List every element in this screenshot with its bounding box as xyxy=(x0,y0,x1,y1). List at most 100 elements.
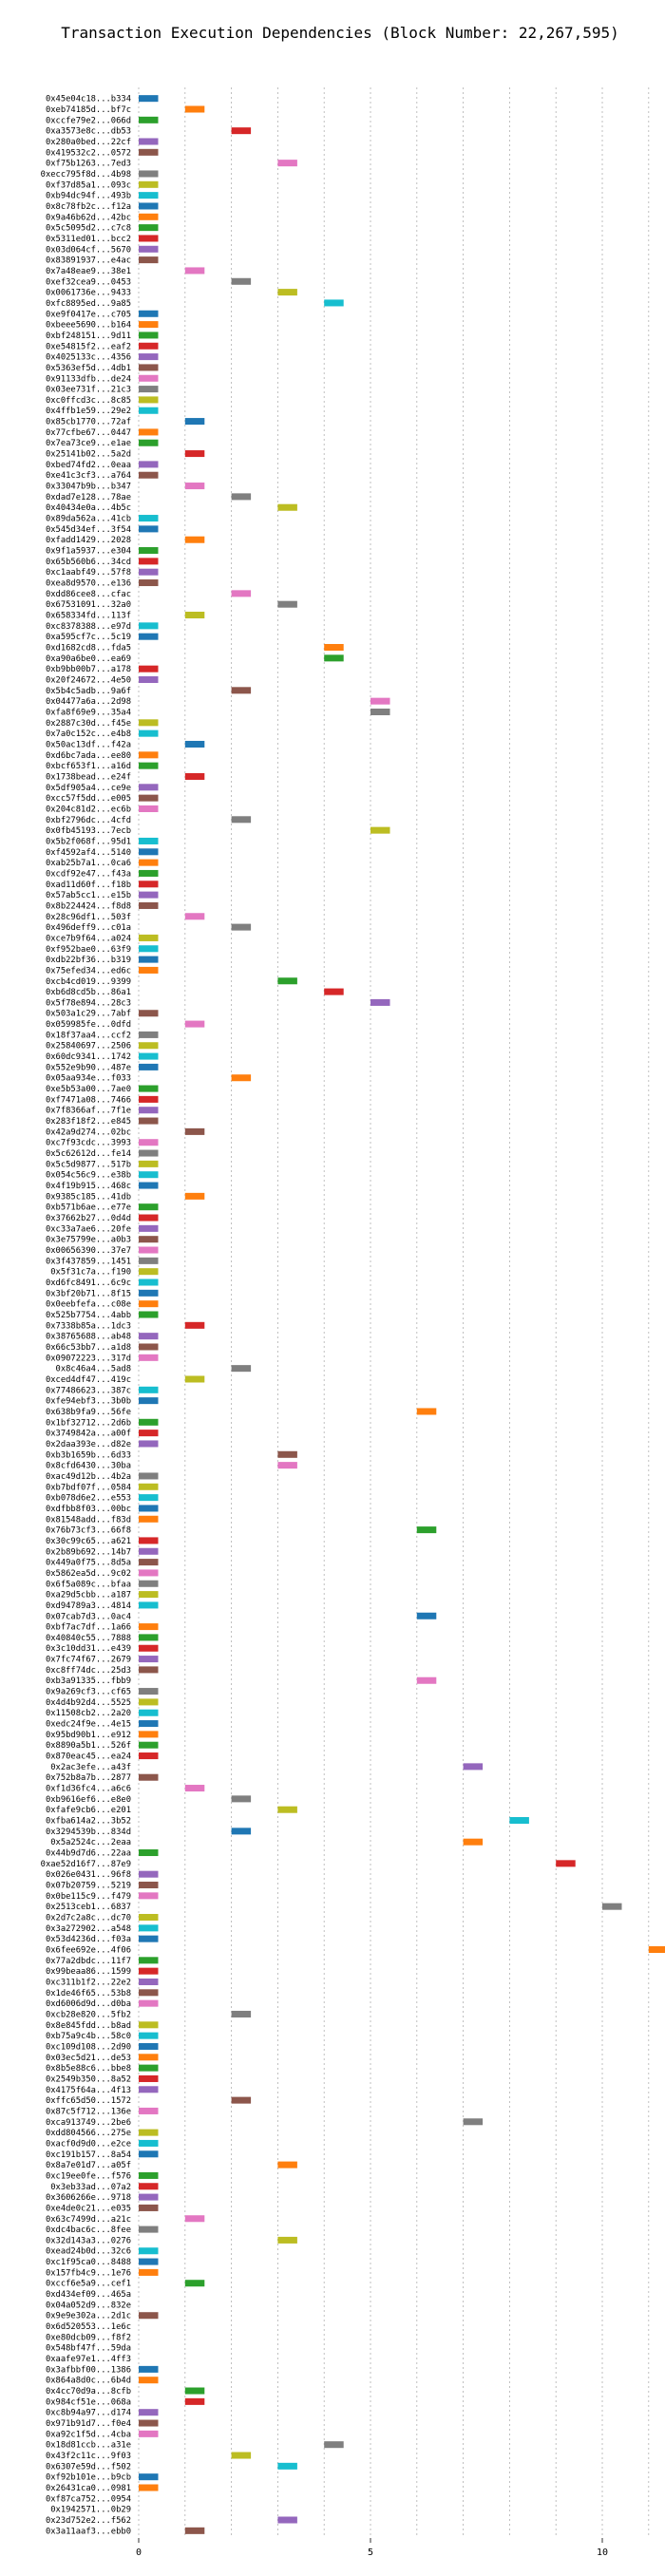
y-tick-label: 0xcc57f5dd...e005 xyxy=(46,794,131,804)
y-tick-label: 0x77a2dbdc...11f7 xyxy=(46,1957,131,1966)
tx-bar xyxy=(139,869,159,877)
tx-bar xyxy=(139,1989,159,1997)
tx-bar xyxy=(139,729,159,737)
y-tick-label: 0x5b4c5adb...9a6f xyxy=(46,687,131,696)
y-tick-label: 0x04477a6a...2d98 xyxy=(46,697,131,707)
y-tick-label: 0x7a0c152c...e4b8 xyxy=(46,729,131,739)
y-tick-label: 0xb94dc94f...493b xyxy=(46,192,131,201)
tx-bar xyxy=(139,2064,159,2072)
y-tick-label: 0x67531091...32a0 xyxy=(46,600,131,610)
tx-bar xyxy=(139,1999,159,2007)
tx-bar xyxy=(139,364,159,371)
tx-bar xyxy=(139,1913,159,1922)
y-tick-label: 0x6d520553...1e6c xyxy=(46,2322,131,2332)
tx-bar xyxy=(139,95,159,103)
tx-bar xyxy=(139,224,159,232)
y-tick-label: 0xffc65d50...1572 xyxy=(46,2096,131,2106)
tx-bar xyxy=(370,697,390,705)
y-tick-label: 0xe9f0417e...c705 xyxy=(46,310,131,319)
y-tick-label: 0x37662b27...0d4d xyxy=(46,1214,131,1223)
x-tick-label: 5 xyxy=(368,2548,373,2558)
tx-bar xyxy=(139,934,159,941)
tx-bar xyxy=(139,1085,159,1092)
y-tick-label: 0xac49d12b...4b2a xyxy=(46,1472,131,1482)
tx-bar xyxy=(139,665,159,672)
tx-bar xyxy=(139,1268,159,1276)
y-tick-label: 0x5b2f068f...95d1 xyxy=(46,837,131,846)
tx-bar xyxy=(231,2096,252,2104)
tx-bar xyxy=(139,622,159,630)
y-tick-label: 0x5311ed01...bcc2 xyxy=(46,235,131,244)
y-tick-label: 0x3afbbf00...1386 xyxy=(46,2365,131,2375)
tx-bar xyxy=(139,192,159,199)
y-tick-label: 0xca913749...2be6 xyxy=(46,2118,131,2128)
y-tick-label: 0x8b224424...f8d8 xyxy=(46,901,131,911)
y-tick-label: 0x5f31c7a...f190 xyxy=(50,1268,131,1278)
tx-bar xyxy=(324,988,344,995)
y-tick-label: 0x984cf51e...068a xyxy=(46,2397,131,2407)
y-tick-label: 0x85cb1770...72af xyxy=(46,418,131,427)
tx-bar xyxy=(139,1052,159,1060)
tx-bar xyxy=(139,1095,159,1103)
y-tick-label: 0x638b9fa9...56fe xyxy=(46,1408,131,1417)
y-tick-label: 0xd434ef09...465a xyxy=(46,2290,131,2300)
tx-bar xyxy=(139,2129,159,2136)
y-tick-label: 0x07b20759...5219 xyxy=(46,1882,131,1891)
tx-bar xyxy=(139,2312,159,2320)
x-tick-label: 10 xyxy=(597,2548,608,2558)
tx-bar xyxy=(231,277,252,285)
tx-bar xyxy=(184,418,205,426)
tx-bar xyxy=(139,547,159,555)
tx-bar xyxy=(139,966,159,974)
y-tick-label: 0xad11d60f...f18b xyxy=(46,881,131,890)
y-tick-label: 0xb571b6ae...e77e xyxy=(46,1203,131,1213)
tx-bar xyxy=(139,945,159,953)
tx-bar xyxy=(139,1720,159,1728)
tx-bar xyxy=(231,590,252,597)
tx-bar xyxy=(139,1397,159,1405)
y-tick-label: 0x2513ceb1...6837 xyxy=(46,1903,131,1912)
y-tick-label: 0xbf248151...9d11 xyxy=(46,331,131,341)
tx-bar xyxy=(324,654,344,662)
y-tick-label: 0xf4592af4...5140 xyxy=(46,848,131,858)
tx-bar xyxy=(139,2377,159,2384)
y-tick-label: 0x91133dfb...de24 xyxy=(46,374,131,384)
y-tick-label: 0xc0ffcd3c...8c85 xyxy=(46,396,131,406)
tx-bar xyxy=(184,450,205,458)
tx-bar xyxy=(370,998,390,1006)
y-tick-label: 0x25840697...2506 xyxy=(46,1042,131,1051)
tx-bar xyxy=(139,2021,159,2029)
tx-bar xyxy=(184,1127,205,1135)
tx-bar xyxy=(139,891,159,899)
y-tick-label: 0x280a0bed...22cf xyxy=(46,138,131,147)
y-tick-label: 0xfadd1429...2028 xyxy=(46,536,131,545)
tx-bar xyxy=(139,1892,159,1900)
y-tick-label: 0x8e845fdd...b8ad xyxy=(46,2021,131,2031)
tx-bar xyxy=(139,1430,159,1437)
y-tick-label: 0x75efed34...ed6c xyxy=(46,966,131,975)
tx-bar xyxy=(324,2441,344,2449)
y-tick-label: 0x99beaa86...1599 xyxy=(46,1967,131,1977)
tx-bar xyxy=(139,1709,159,1716)
tx-bar xyxy=(139,1386,159,1393)
y-tick-label: 0xd1682cd8...fda5 xyxy=(46,644,131,653)
y-tick-label: 0xa92c1f5d...4cba xyxy=(46,2430,131,2439)
y-tick-label: 0x5df905a4...ce9e xyxy=(46,784,131,793)
y-tick-label: 0xf87ca752...0954 xyxy=(46,2494,131,2504)
tx-bar xyxy=(139,310,159,317)
y-tick-label: 0xecc795f8d...4b98 xyxy=(41,170,131,180)
y-tick-label: 0x752b8a7b...2877 xyxy=(46,1773,131,1783)
y-tick-label: 0x53d4236d...f03a xyxy=(46,1935,131,1944)
y-tick-label: 0xd94789a3...4814 xyxy=(46,1601,131,1611)
tx-bar xyxy=(231,1828,252,1835)
tx-bar xyxy=(139,1494,159,1502)
tx-bar xyxy=(139,568,159,576)
tx-bar xyxy=(139,1505,159,1512)
y-tick-label: 0xf952bae0...63f9 xyxy=(46,945,131,955)
tx-bar xyxy=(139,2193,159,2201)
y-tick-label: 0xfc8895ed...9a85 xyxy=(46,299,131,309)
y-tick-label: 0xdad7e128...78ae xyxy=(46,493,131,502)
tx-bar xyxy=(139,256,159,264)
tx-bar xyxy=(463,1763,484,1771)
tx-bar xyxy=(139,148,159,156)
